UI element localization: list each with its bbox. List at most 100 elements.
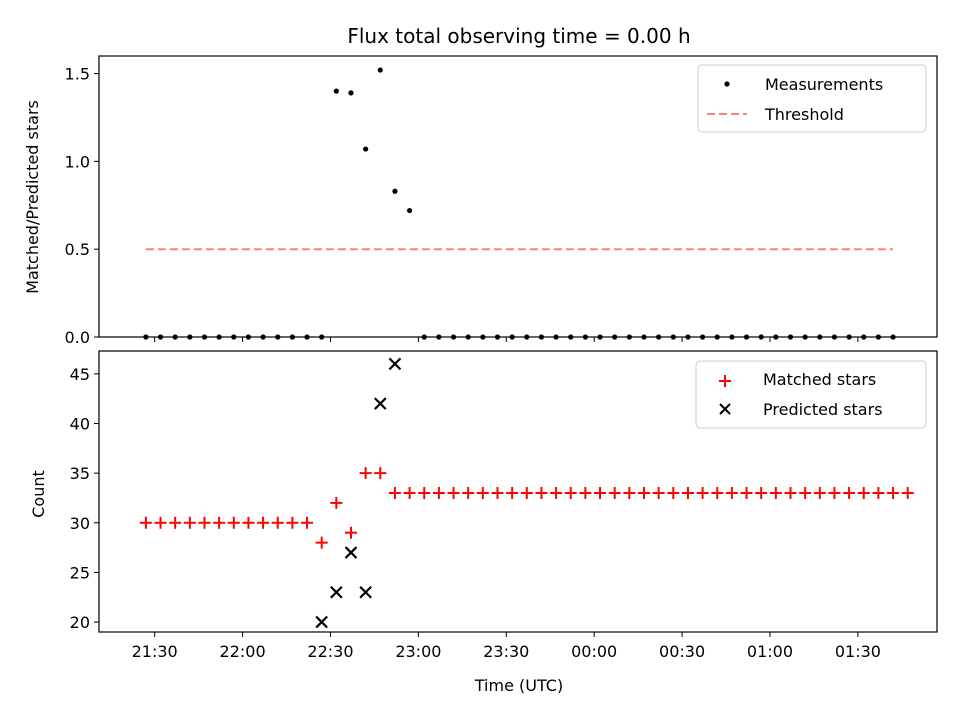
matched-star-point xyxy=(696,486,709,499)
x-axis-label: Time (UTC) xyxy=(474,676,563,695)
matched-star-point xyxy=(344,526,357,539)
bottom-y-tick-label: 30 xyxy=(70,514,90,533)
bottom-y-tick-label: 45 xyxy=(70,365,90,384)
matched-star-point xyxy=(755,486,768,499)
matched-star-point xyxy=(330,496,343,509)
matched-star-point xyxy=(725,486,738,499)
top-y-tick-label: 1.5 xyxy=(65,65,90,84)
matched-star-point xyxy=(169,516,182,529)
measurement-point xyxy=(363,146,369,152)
matched-star-point xyxy=(271,516,284,529)
matched-star-point xyxy=(403,486,416,499)
top-y-tick-label: 0.0 xyxy=(65,328,90,347)
matched-star-point xyxy=(623,486,636,499)
measurement-point xyxy=(377,67,383,73)
x-tick-label: 00:00 xyxy=(571,642,617,661)
matched-star-point xyxy=(374,467,387,480)
matched-star-point xyxy=(901,486,914,499)
matched-star-point xyxy=(432,486,445,499)
matched-star-point xyxy=(388,486,401,499)
predicted-star-point xyxy=(388,357,402,371)
matched-star-point xyxy=(828,486,841,499)
matched-star-point xyxy=(637,486,650,499)
matched-star-point xyxy=(183,516,196,529)
bottom-plot-area xyxy=(139,357,914,629)
matched-star-point xyxy=(476,486,489,499)
matched-star-point xyxy=(359,467,372,480)
matched-star-point xyxy=(520,486,533,499)
bottom-y-axis-label: Count xyxy=(29,470,48,518)
matched-star-point xyxy=(491,486,504,499)
x-tick-label: 01:00 xyxy=(747,642,793,661)
bottom-plot-frame xyxy=(98,350,938,633)
matched-star-point xyxy=(139,516,152,529)
matched-star-point xyxy=(257,516,270,529)
matched-star-point xyxy=(887,486,900,499)
matched-star-point xyxy=(711,486,724,499)
matched-star-point xyxy=(506,486,519,499)
matched-star-point xyxy=(242,516,255,529)
predicted-star-point xyxy=(374,397,387,410)
predicted-star-point xyxy=(359,586,372,599)
legend-measurements-marker xyxy=(724,81,730,87)
predicted-star-point xyxy=(330,586,343,599)
top-x-axis xyxy=(154,337,859,342)
matched-star-point xyxy=(418,486,431,499)
bottom-y-tick-label: 40 xyxy=(70,414,90,433)
x-tick-label: 23:30 xyxy=(483,642,529,661)
matched-star-point xyxy=(769,486,782,499)
matched-star-point xyxy=(740,486,753,499)
top-legend: Measurements Threshold xyxy=(697,64,927,133)
matched-star-point xyxy=(594,486,607,499)
matched-star-point xyxy=(652,486,665,499)
x-tick-label: 00:30 xyxy=(659,642,705,661)
x-tick-label: 22:00 xyxy=(220,642,266,661)
top-plot-frame xyxy=(98,55,938,338)
matched-star-point xyxy=(784,486,797,499)
bottom-y-axis: 20 25 30 35 40 45 xyxy=(70,365,99,632)
matched-star-point xyxy=(608,486,621,499)
matched-star-point xyxy=(681,486,694,499)
legend-measurements-label: Measurements xyxy=(765,75,883,94)
x-tick-label: 21:30 xyxy=(132,642,178,661)
chart-title: Flux total observing time = 0.00 h xyxy=(347,24,690,48)
x-tick-label: 22:30 xyxy=(307,642,353,661)
matched-star-point xyxy=(447,486,460,499)
measurement-point xyxy=(392,188,398,194)
matched-star-point xyxy=(301,516,314,529)
matched-star-point xyxy=(857,486,870,499)
top-y-tick-label: 1.0 xyxy=(65,152,90,171)
measurement-point xyxy=(406,207,413,214)
measurement-point xyxy=(348,90,354,96)
legend-threshold-label: Threshold xyxy=(764,105,844,124)
matched-star-point xyxy=(462,486,475,499)
bottom-y-tick-label: 35 xyxy=(70,464,90,483)
matched-star-point xyxy=(667,486,680,499)
matched-star-point xyxy=(535,486,548,499)
legend-matched-marker xyxy=(719,375,731,387)
matched-star-point xyxy=(843,486,856,499)
matched-star-point xyxy=(579,486,592,499)
legend-matched-label: Matched stars xyxy=(763,370,876,389)
top-y-axis: 0.0 0.5 1.0 1.5 xyxy=(65,65,99,347)
x-tick-label: 01:30 xyxy=(835,642,881,661)
matched-star-point xyxy=(154,516,167,529)
matched-star-point xyxy=(227,516,240,529)
legend-predicted-label: Predicted stars xyxy=(763,400,883,419)
matched-star-point xyxy=(799,486,812,499)
predicted-star-point xyxy=(344,546,358,559)
matched-star-point xyxy=(564,486,577,499)
bottom-x-axis: 21:30 22:00 22:30 23:00 23:30 00:00 00:30 01:00… xyxy=(132,632,881,661)
bottom-y-tick-label: 25 xyxy=(70,563,90,582)
x-tick-label: 23:00 xyxy=(395,642,441,661)
matched-star-point xyxy=(315,536,328,549)
matched-star-point xyxy=(813,486,826,499)
matched-star-point xyxy=(550,486,563,499)
matched-star-point xyxy=(286,516,299,529)
matched-star-point xyxy=(198,516,211,529)
legend-predicted-marker xyxy=(719,403,731,415)
bottom-legend: Matched stars Predicted stars xyxy=(695,360,927,429)
matched-star-point xyxy=(213,516,226,529)
top-y-tick-label: 0.5 xyxy=(65,240,90,259)
